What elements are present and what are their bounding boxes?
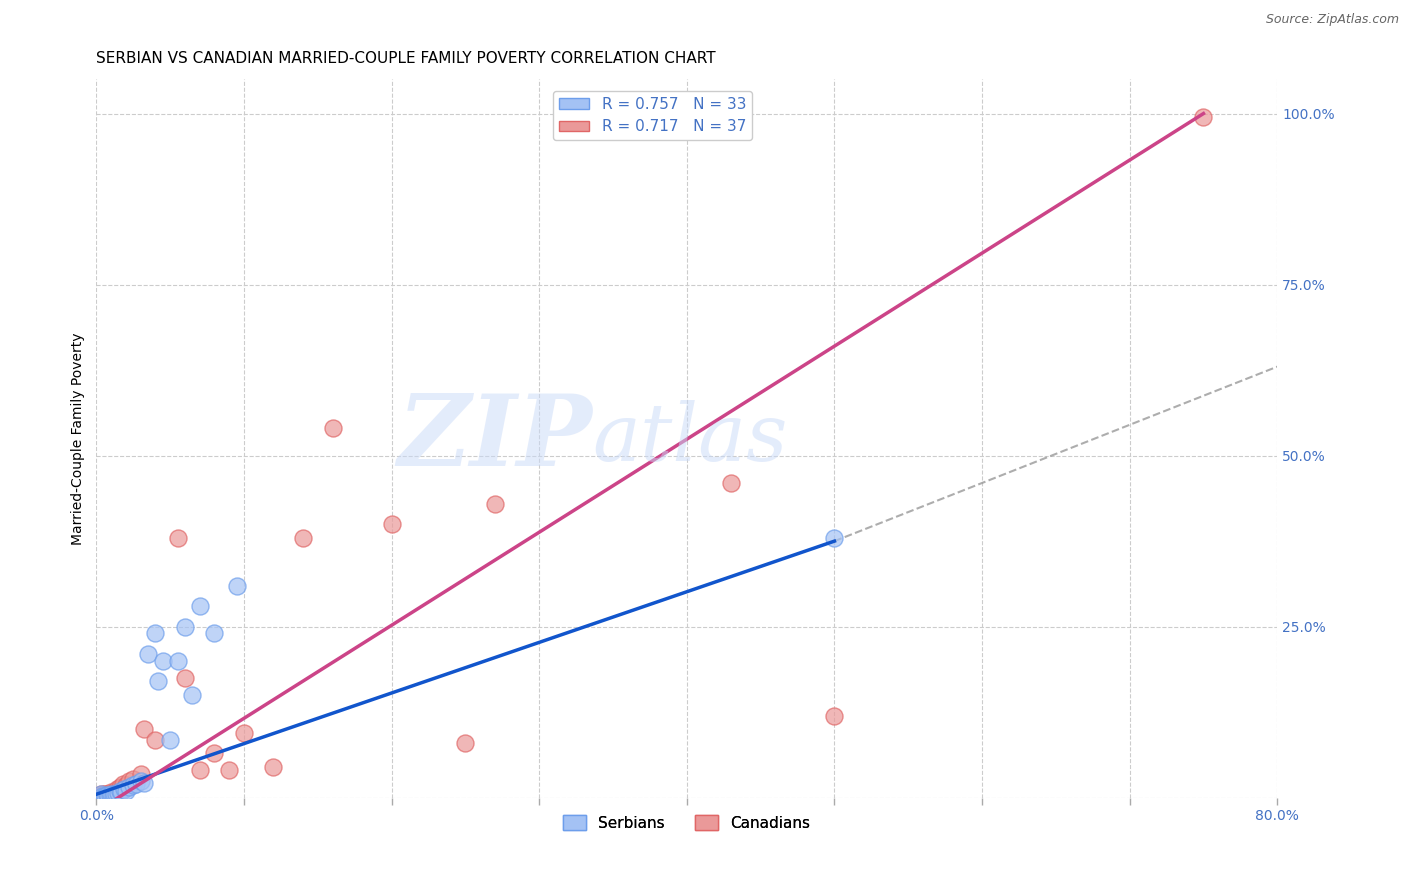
Point [166,531,188,545]
Point [97,787,120,801]
Text: ZIP: ZIP [398,391,592,487]
Point [152,654,174,668]
Point [96,788,118,802]
Point [823,708,845,723]
Point [111,777,134,791]
Point [89,789,111,803]
Point [107,786,129,800]
Point [107,784,129,798]
Point [115,784,138,798]
Point [263,760,285,774]
Point [101,787,124,801]
Point [136,647,159,661]
Point [204,746,226,760]
Point [91,789,114,803]
Point [148,674,170,689]
Point [720,475,742,490]
Point [129,773,152,788]
Point [104,787,127,801]
Point [118,773,141,788]
Point [94,787,117,801]
Point [100,785,122,799]
Point [1192,110,1215,124]
Point [118,780,141,795]
Point [93,787,115,801]
Text: atlas: atlas [592,400,787,477]
Point [100,787,122,801]
Point [112,782,135,797]
Point [108,780,131,795]
Point [823,531,845,545]
Point [103,785,125,799]
Point [484,496,506,510]
Point [93,789,115,804]
Point [98,787,121,801]
Point [145,732,167,747]
Point [159,732,181,747]
Point [91,789,114,803]
Point [188,764,211,778]
Point [204,626,226,640]
Point [97,789,120,803]
Point [292,531,315,545]
Point [233,725,256,739]
Point [122,772,145,786]
Point [181,688,204,702]
Y-axis label: Married-Couple Family Poverty: Married-Couple Family Poverty [72,332,86,545]
Point [90,787,112,801]
Point [322,421,344,435]
Text: Source: ZipAtlas.com: Source: ZipAtlas.com [1265,13,1399,27]
Point [188,599,211,614]
Point [96,788,118,802]
Point [115,778,138,792]
Point [122,778,145,792]
Text: SERBIAN VS CANADIAN MARRIED-COUPLE FAMILY POVERTY CORRELATION CHART: SERBIAN VS CANADIAN MARRIED-COUPLE FAMIL… [97,51,716,66]
Point [104,784,127,798]
Point [108,784,131,798]
Point [381,516,404,531]
Point [125,777,148,791]
Point [110,785,132,799]
Point [103,787,125,801]
Point [166,654,188,668]
Point [174,620,197,634]
Point [94,789,117,803]
Point [132,775,155,789]
Point [225,578,247,592]
Point [101,788,124,802]
Point [145,626,167,640]
Point [129,766,152,780]
Point [132,723,155,737]
Point [98,788,121,802]
Point [454,736,477,750]
Point [105,782,128,797]
Point [218,764,240,778]
Legend: Serbians, Canadians: Serbians, Canadians [557,808,817,837]
Point [174,671,197,685]
Point [90,787,112,801]
